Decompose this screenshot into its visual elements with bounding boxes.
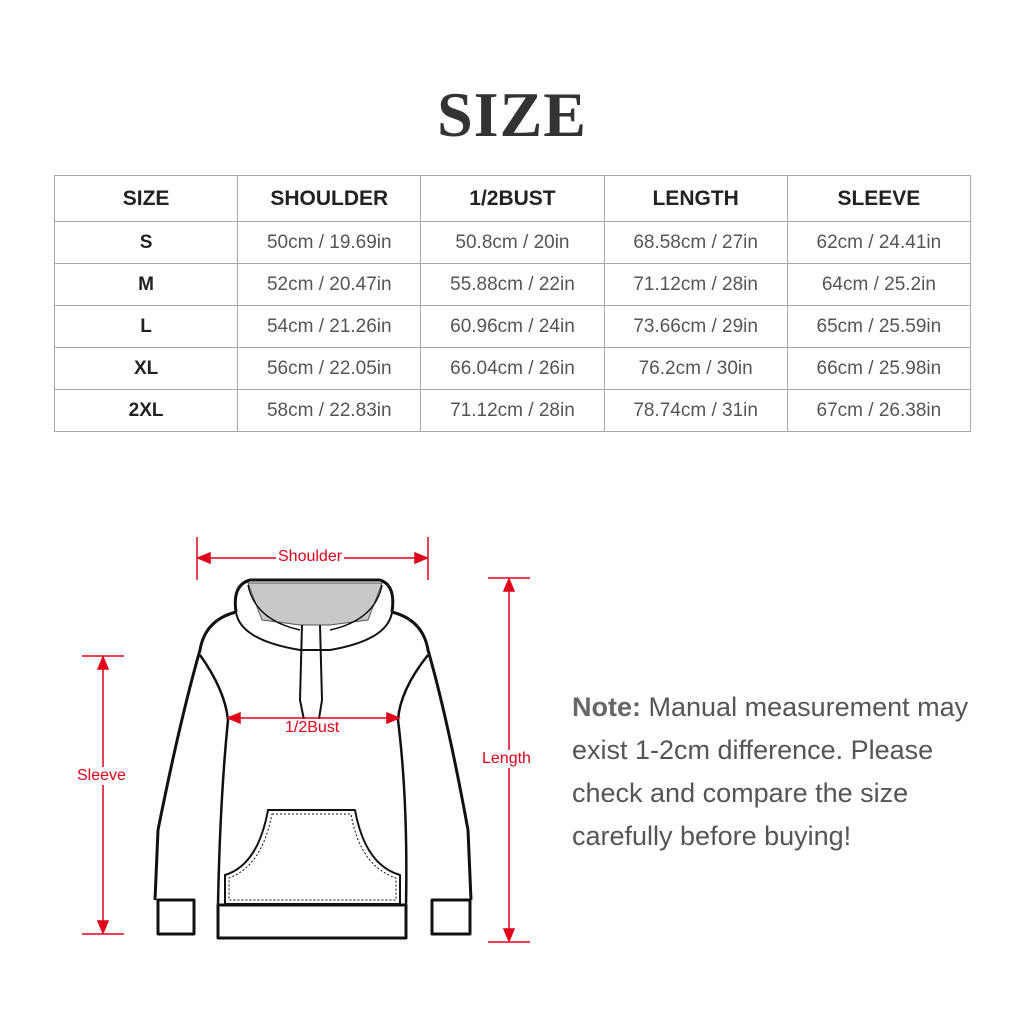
- measurement-cell: 50cm / 19.69in: [237, 221, 422, 264]
- header-bust: 1/2BUST: [420, 175, 605, 222]
- note: Note: Manual measurement may exist 1-2cm…: [572, 686, 992, 858]
- kangaroo-pocket: [224, 809, 401, 905]
- table-row: L 54cm / 21.26in 60.96cm / 24in 73.66cm / 2…: [53, 305, 972, 348]
- bust-arrow-right-icon: [386, 711, 401, 725]
- measurement-cell: 66cm / 25.98in: [786, 347, 972, 390]
- size-table: SIZE SHOULDER 1/2BUST LENGTH SLEEVE S 50c…: [53, 175, 972, 432]
- bust-arrow-left-icon: [226, 711, 241, 725]
- sleeve-label: Sleeve: [75, 767, 128, 785]
- measurement-cell: 54cm / 21.26in: [237, 305, 422, 348]
- drawstring: [299, 624, 323, 726]
- measurement-cell: 62cm / 24.41in: [786, 221, 972, 264]
- measurement-cell: 68.58cm / 27in: [603, 221, 788, 264]
- table-row: M 52cm / 20.47in 55.88cm / 22in 71.12cm / 2…: [53, 263, 972, 306]
- measurement-cell: 52cm / 20.47in: [237, 263, 422, 306]
- table-row: 2XL 58cm / 22.83in 71.12cm / 28in 78.74cm /…: [53, 389, 972, 432]
- size-cell: 2XL: [53, 389, 239, 432]
- size-cell: S: [53, 221, 239, 264]
- measurement-cell: 65cm / 25.59in: [786, 305, 972, 348]
- measurement-lines: [82, 537, 530, 943]
- measurement-cell: 73.66cm / 29in: [603, 305, 788, 348]
- shoulder-arrow-right-icon: [414, 551, 429, 565]
- header-sleeve: SLEEVE: [786, 175, 972, 222]
- measurement-cell: 58cm / 22.83in: [237, 389, 422, 432]
- right-cuff: [430, 898, 472, 936]
- measurement-cell: 64cm / 25.2in: [786, 263, 972, 306]
- shoulder-label: Shoulder: [276, 548, 345, 566]
- pocket-stitch: [228, 813, 397, 901]
- hood-outline: [233, 578, 395, 613]
- hem-band: [216, 903, 408, 940]
- measurement-cell: 71.12cm / 28in: [603, 263, 788, 306]
- header-shoulder: SHOULDER: [237, 175, 422, 222]
- length-arrow-up-icon: [502, 577, 516, 592]
- length-arrow-down-icon: [502, 928, 516, 943]
- shoulder-arrow-left-icon: [196, 551, 211, 565]
- hood-collar: [235, 611, 393, 651]
- header-size: SIZE: [53, 175, 239, 222]
- measurement-cell: 78.74cm / 31in: [603, 389, 788, 432]
- bust-label: 1/2Bust: [283, 719, 342, 737]
- sleeve-arrow-down-icon: [96, 920, 110, 935]
- note-text: Manual measurement may exist 1-2cm diffe…: [572, 692, 969, 851]
- hood-inner: [247, 584, 383, 631]
- size-cell: M: [53, 263, 239, 306]
- hoodie-illustration: [153, 578, 473, 940]
- size-cell: L: [53, 305, 239, 348]
- measurement-cell: 55.88cm / 22in: [420, 263, 605, 306]
- table-row: S 50cm / 19.69in 50.8cm / 20in 68.58cm / 27…: [53, 221, 972, 264]
- measurement-cell: 56cm / 22.05in: [237, 347, 422, 390]
- inner-sides: [198, 654, 429, 906]
- hood-lining: [247, 582, 383, 626]
- sleeve-arrow-up-icon: [96, 655, 110, 670]
- measurement-cell: 67cm / 26.38in: [786, 389, 972, 432]
- table-row: XL 56cm / 22.05in 66.04cm / 26in 76.2cm / 3…: [53, 347, 972, 390]
- page-title: SIZE: [437, 79, 587, 150]
- length-label: Length: [480, 750, 533, 768]
- measurement-cell: 76.2cm / 30in: [603, 347, 788, 390]
- body-outline: [153, 610, 473, 901]
- measurement-cell: 71.12cm / 28in: [420, 389, 605, 432]
- note-label: Note:: [572, 692, 641, 722]
- left-cuff: [156, 898, 196, 936]
- table-header-row: SIZE SHOULDER 1/2BUST LENGTH SLEEVE: [53, 175, 972, 222]
